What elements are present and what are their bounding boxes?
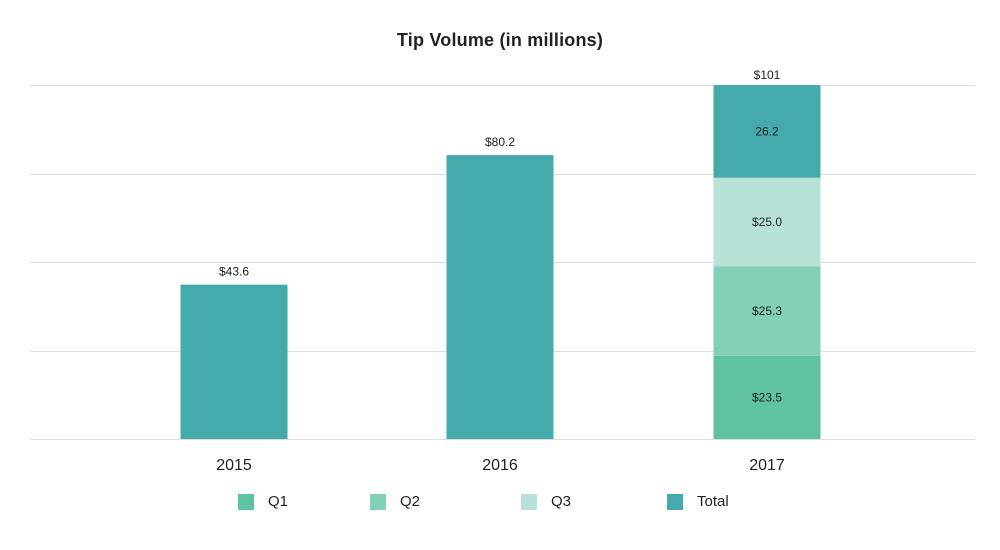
legend-item-q3: Q3 [521,493,571,510]
bar-segment-2017-q2 [713,266,821,356]
legend: Q1 Q2 Q3 Total [0,493,1000,513]
x-tick-label-2015: 2015 [216,457,252,474]
bars [180,85,821,440]
segment-label-q3: $25.0 [752,215,782,229]
bar-segment-2017-q3 [713,177,821,267]
bar-segment-2017-q1 [713,355,821,439]
bar-2015 [180,284,288,439]
data-labels: $43.6 $80.2 $23.5 $25.3 $25.0 26.2 $101 [219,68,782,404]
legend-label-total: Total [697,493,729,510]
x-axis-ticks: 2015 2016 2017 [216,457,785,474]
legend-swatch-total [667,493,683,510]
legend-swatch-q2 [370,493,386,510]
legend-swatch-q3 [521,493,537,510]
legend-swatch-q1 [238,493,254,510]
bar-2016 [446,155,554,440]
x-tick-label-2016: 2016 [482,457,518,474]
legend-label-q1: Q1 [268,493,289,510]
segment-label-q2: $25.3 [752,304,782,318]
total-label-2017: $101 [754,68,781,82]
legend-item-q2: Q2 [370,493,420,510]
legend-label-q2: Q2 [400,493,421,510]
legend-label-q3: Q3 [551,493,572,510]
bar-segment-2017-total [713,85,821,178]
total-label-2015: $43.6 [219,265,249,279]
x-tick-label-2017: 2017 [749,457,785,474]
total-label-2016: $80.2 [485,135,515,149]
legend-item-q1: Q1 [238,493,288,510]
chart-title: Tip Volume (in millions) [396,30,604,50]
segment-label-total: 26.2 [755,124,779,138]
segment-label-q1: $23.5 [752,390,782,404]
legend-item-total: Total [667,493,729,510]
